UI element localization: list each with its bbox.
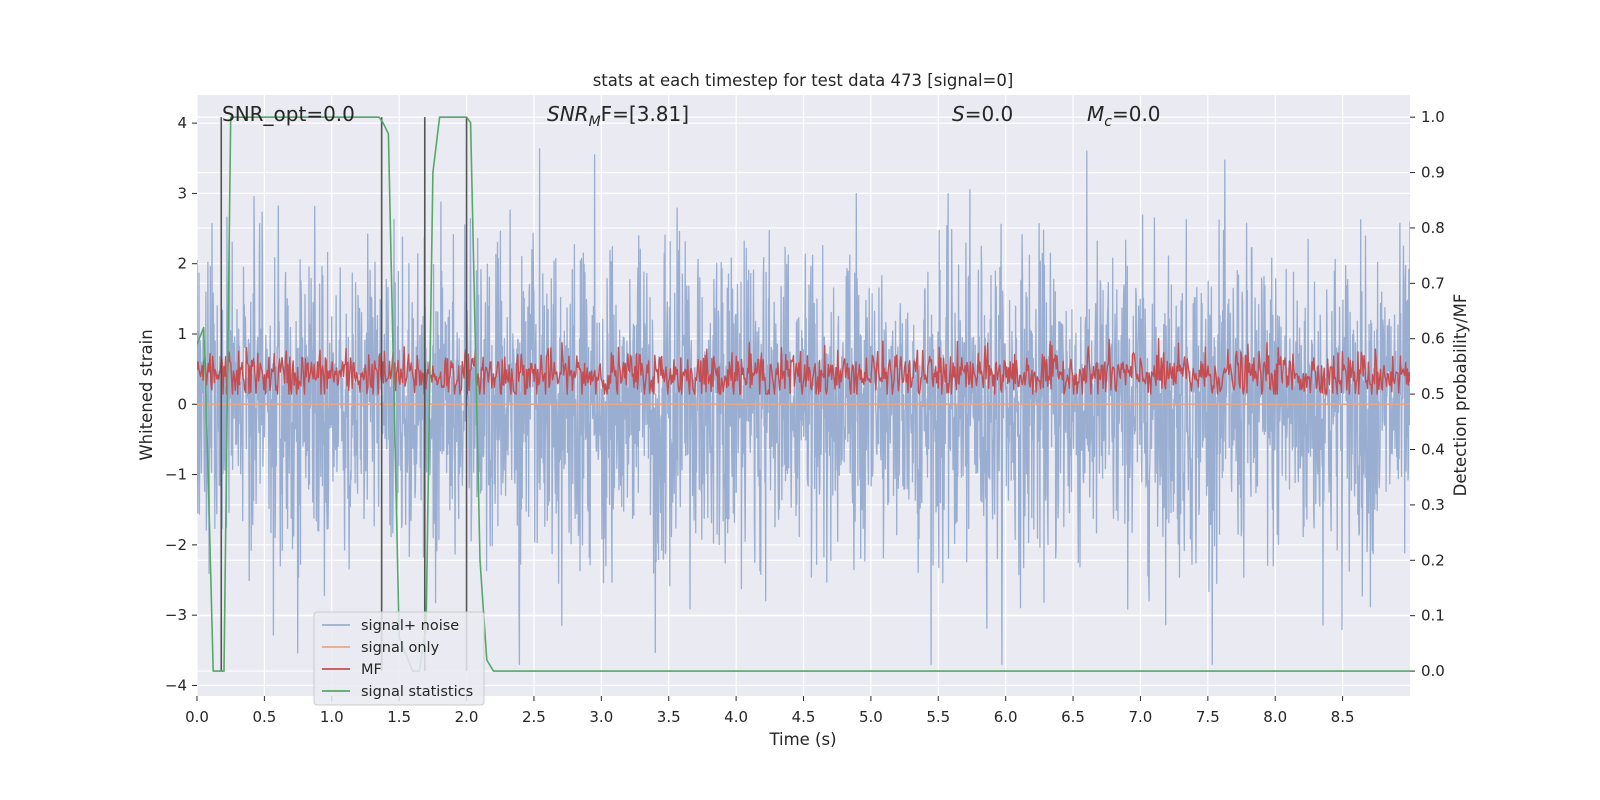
x-tick-label-17: 8.5	[1331, 708, 1355, 726]
y2-tick-label-5: 0.5	[1421, 385, 1445, 403]
annotation-snr-mf-sub: M	[589, 114, 601, 130]
y-tick-label-3: 1	[177, 325, 187, 343]
y-tick-label-8: −4	[165, 676, 187, 694]
x-tick-label-2: 1.0	[320, 708, 344, 726]
y2-tick-label-4: 0.6	[1421, 330, 1445, 348]
annotation-s: S=0.0	[952, 102, 1013, 126]
annotation-snr-opt: SNR_opt=0.0	[222, 102, 355, 126]
y2-axis-label: Detection probability/MF	[1451, 294, 1470, 497]
y2-tick-label-0: 1.0	[1421, 108, 1445, 126]
x-tick-label-3: 1.5	[387, 708, 411, 726]
annotation-s-prefix: S	[952, 102, 965, 126]
legend-label-signal-statistics: signal statistics	[361, 684, 473, 700]
y-axis-label: Whitened strain	[137, 329, 156, 460]
y-tick-label-4: 0	[177, 395, 187, 413]
x-tick-label-12: 6.0	[994, 708, 1018, 726]
legend-label-signal-only: signal only	[361, 640, 440, 656]
y2-tick-label-10: 0.0	[1421, 662, 1445, 680]
x-axis-label: Time (s)	[768, 730, 836, 749]
x-tick-label-6: 3.0	[589, 708, 613, 726]
y-tick-label-7: −3	[165, 606, 187, 624]
annotation-mc-suffix: =0.0	[1112, 102, 1161, 126]
annotation-s-suffix: =0.0	[965, 102, 1014, 126]
x-tick-label-15: 7.5	[1196, 708, 1220, 726]
y-tick-label-5: −1	[165, 466, 187, 484]
annotation-mc: Mc=0.0	[1087, 102, 1161, 130]
y-tick-label-1: 3	[177, 184, 187, 202]
legend: signal+ noise signal only MF signal stat…	[313, 611, 485, 706]
x-tick-label-1: 0.5	[252, 708, 276, 726]
x-tick-label-7: 3.5	[657, 708, 681, 726]
annotation-snr-mf-prefix: SNR	[547, 102, 589, 126]
x-tick-label-8: 4.0	[724, 708, 748, 726]
annotation-mc-prefix: M	[1087, 102, 1104, 126]
x-tick-label-10: 5.0	[859, 708, 883, 726]
y-axis-ticks: 4 3 2 1 0 −1 −2 −3 −4	[165, 114, 197, 694]
legend-box	[313, 611, 485, 706]
y-tick-label-6: −2	[165, 536, 187, 554]
y2-tick-label-8: 0.2	[1421, 551, 1445, 569]
y2-tick-label-2: 0.8	[1421, 219, 1445, 237]
y2-tick-label-9: 0.1	[1421, 607, 1445, 625]
y-tick-label-0: 4	[177, 114, 187, 132]
legend-label-signal-noise: signal+ noise	[361, 618, 459, 634]
x-axis-ticks: 0.0 0.5 1.0 1.5 2.0 2.5 3.0 3.5 4.0 4.5 5.0 5.5 6.0 6…	[185, 696, 1355, 726]
x-tick-label-4: 2.0	[455, 708, 479, 726]
chart-title: stats at each timestep for test data 473…	[593, 71, 1014, 90]
y2-tick-label-1: 0.9	[1421, 164, 1445, 182]
series-signal-noise	[197, 148, 1410, 666]
y2-tick-label-3: 0.7	[1421, 274, 1445, 292]
annotation-snr-mf: SNRMF=[3.81]	[547, 102, 689, 130]
series-signal-statistics	[197, 116, 1410, 672]
annotation-snr-mf-suffix: F=[3.81]	[601, 102, 689, 126]
series-mf	[197, 337, 1410, 395]
y2-tick-label-6: 0.4	[1421, 441, 1445, 459]
x-tick-label-16: 8.0	[1263, 708, 1287, 726]
y2-tick-label-7: 0.3	[1421, 496, 1445, 514]
x-tick-label-14: 7.0	[1129, 708, 1153, 726]
x-tick-label-0: 0.0	[185, 708, 209, 726]
x-tick-label-5: 2.5	[522, 708, 546, 726]
x-tick-label-13: 6.5	[1061, 708, 1085, 726]
y-tick-label-2: 2	[177, 255, 187, 273]
x-tick-label-9: 4.5	[792, 708, 816, 726]
y2-axis-ticks: 1.0 0.9 0.8 0.7 0.6 0.5 0.4 0.3 0.2 0.1 0.0	[1410, 108, 1445, 680]
x-tick-label-11: 5.5	[926, 708, 950, 726]
vertical-markers	[220, 117, 468, 672]
legend-label-mf: MF	[361, 662, 382, 678]
annotation-mc-sub: c	[1104, 114, 1112, 130]
